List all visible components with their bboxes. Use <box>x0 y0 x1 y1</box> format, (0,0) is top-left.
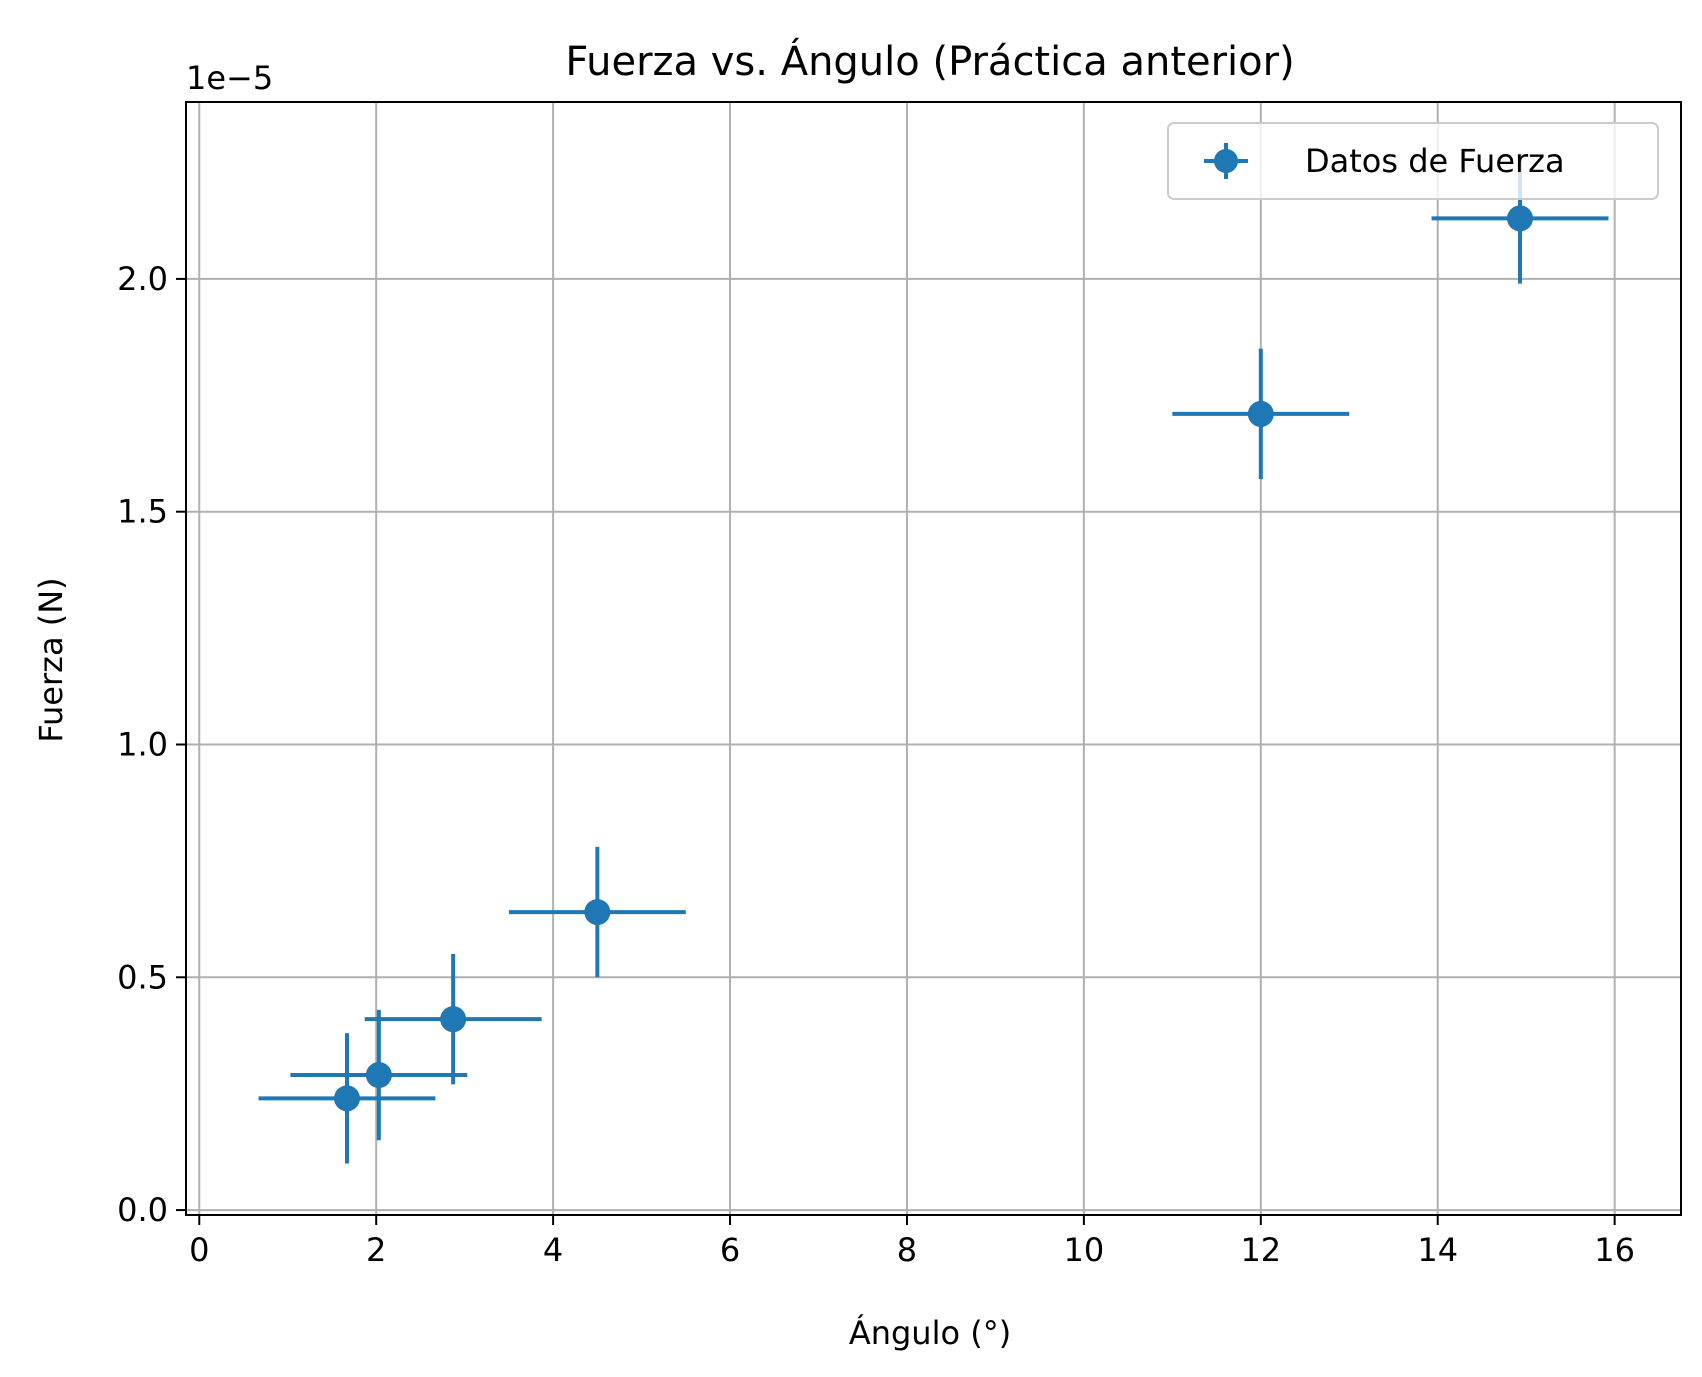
y-tick-label: 0.5 <box>117 958 168 996</box>
y-axis-label: Fuerza (N) <box>32 577 70 742</box>
y-tick-label: 0.0 <box>117 1191 168 1229</box>
data-point <box>1247 400 1274 427</box>
legend-marker <box>1214 149 1238 173</box>
legend-label: Datos de Fuerza <box>1305 142 1565 180</box>
x-tick-label: 12 <box>1240 1231 1281 1269</box>
plot-frame <box>185 101 1682 1216</box>
x-tick-label: 14 <box>1417 1231 1458 1269</box>
x-tick-label: 4 <box>543 1231 563 1269</box>
y-axis-offset-text: 1e−5 <box>186 59 273 97</box>
x-tick-label: 8 <box>897 1231 917 1269</box>
x-axis-label: Ángulo (°) <box>849 1314 1011 1352</box>
data-point <box>365 1062 392 1089</box>
chart-title: Fuerza vs. Ángulo (Práctica anterior) <box>565 37 1294 85</box>
x-tick-label: 6 <box>720 1231 740 1269</box>
y-tick-label: 1.5 <box>117 493 168 531</box>
x-tick-label: 16 <box>1594 1231 1635 1269</box>
data-point <box>1507 205 1533 232</box>
x-tick-label: 10 <box>1064 1231 1105 1269</box>
data-point <box>584 899 611 926</box>
y-tick-label: 2.0 <box>117 260 168 298</box>
legend-frame <box>1167 122 1659 200</box>
data-point <box>334 1085 360 1112</box>
x-tick-label: 2 <box>366 1231 386 1269</box>
axis-ticks: 0 2 4 6 8 10 12 14 16 0.0 0.5 1.0 1.5 2.0 <box>117 260 1635 1269</box>
series <box>258 153 1609 1164</box>
grid <box>186 102 1681 1215</box>
x-tick-label: 0 <box>189 1231 209 1269</box>
y-tick-label: 1.0 <box>117 725 168 763</box>
data-series <box>258 153 1609 1164</box>
legend: Datos de Fuerza <box>1167 122 1659 200</box>
data-point <box>440 1006 467 1033</box>
